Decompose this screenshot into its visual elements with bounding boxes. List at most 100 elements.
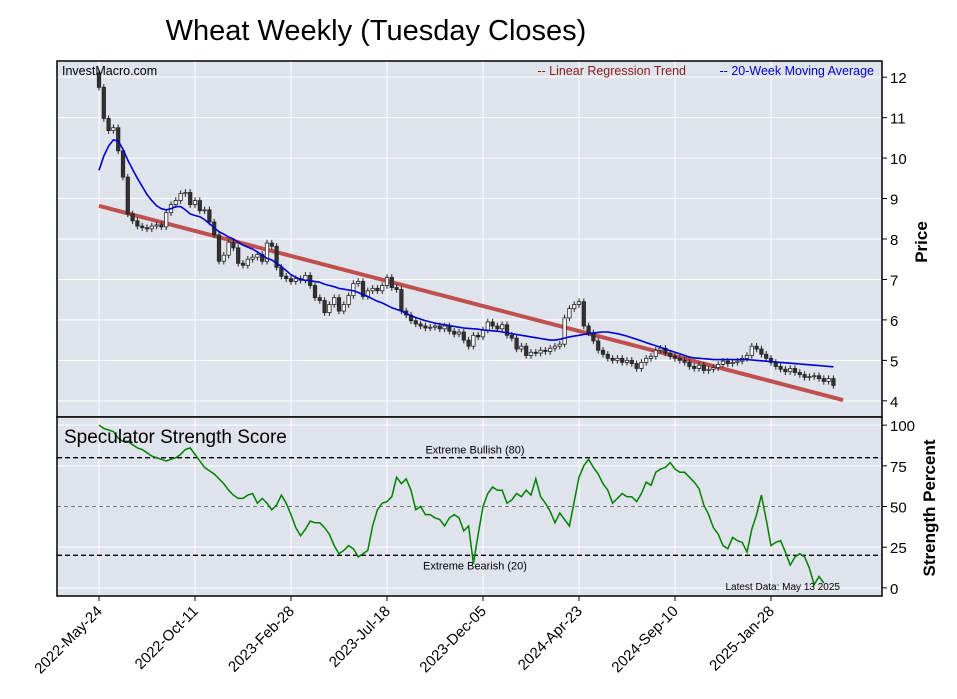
candle-body [466,339,471,347]
candle-body [711,367,716,370]
price-candle [164,209,169,231]
price-candle [620,355,625,366]
candle-body [548,347,553,352]
x-tick-label: 2023-Dec-05 [416,603,489,676]
x-tick-label: 2024-Sep-10 [608,603,681,676]
price-candle [778,363,783,373]
price-candle [269,239,274,250]
price-candle [274,243,279,271]
candle-body [178,193,183,201]
candle-body [634,363,639,369]
price-candle [240,260,246,269]
candle-body [725,360,730,365]
candle-body [183,192,188,195]
price-candle [264,239,270,265]
candle-body [284,275,289,280]
candle-body [591,332,596,342]
price-candle [250,253,255,263]
price-candle [284,272,289,282]
price-candle [101,84,106,122]
candle-body [668,352,673,357]
price-candle [519,342,524,353]
price-candle [456,328,462,338]
candle-body [96,72,102,88]
candle-body [413,320,418,325]
price-candle [596,337,601,354]
candle-body [754,345,759,350]
candle-body [423,325,428,329]
candle-body [826,378,831,382]
price-candle [706,366,711,374]
candle-body [485,321,490,331]
candle-body [226,241,231,256]
price-candle [461,328,466,344]
price-candle [236,244,241,267]
candle-body [557,343,562,347]
candle-body [677,357,682,361]
candle-body [490,321,495,327]
candle-body [231,241,236,249]
price-candle [197,197,202,214]
candle-body [600,349,606,355]
price-candle [802,371,807,381]
candle-body [792,368,798,373]
price-plot [96,69,844,402]
price-candle [336,294,342,315]
price-candle [476,332,481,341]
price-candle [466,336,471,350]
candle-body [524,345,529,356]
price-candle [116,124,121,155]
candle-body [221,254,226,262]
candle-body [552,345,558,349]
price-candle [380,282,385,295]
price-candle [754,342,759,353]
candle-body [509,334,514,339]
price-axis-label: Price [912,221,931,263]
price-y-axis: 4 5 6 7 8 9 10 11 12 [882,70,907,411]
price-candle [552,342,558,352]
price-candle [692,363,697,372]
candle-body [322,300,327,314]
candle-body [538,349,543,354]
price-candle [581,298,586,330]
price-candle [178,190,183,204]
price-candle [524,342,529,359]
candle-body [432,325,438,328]
candle-body [821,378,826,382]
candle-body [500,324,505,330]
price-candle [826,375,831,385]
candle-body [816,375,822,379]
price-candle [245,255,250,269]
candle-body [620,357,625,363]
price-candle [159,221,164,231]
candle-body [389,277,394,288]
price-candle [629,357,634,367]
price-y-tick-label: 7 [890,272,898,289]
candle-body [519,345,524,350]
price-candle [327,301,332,316]
price-candle [816,372,822,382]
candle-body [476,334,481,338]
candle-body [207,209,212,223]
candle-body [327,304,332,314]
strength-y-tick-label: 50 [890,500,907,517]
candle-body [351,283,356,297]
price-candle [792,365,798,376]
candle-body [682,359,687,363]
price-candle [644,355,649,366]
legend-moving-average: -- 20-Week Moving Average [720,64,875,78]
candle-body [216,234,222,262]
candle-body [528,351,534,356]
strength-y-tick-label: 0 [890,581,898,598]
candle-body [576,301,582,305]
price-candle [389,274,394,291]
price-candle [788,365,793,375]
candle-body [586,325,591,334]
x-tick-label: 2022-May-24 [31,603,106,678]
strength-y-tick-label: 75 [890,459,907,476]
candle-body [341,304,346,312]
candle-body [749,345,754,356]
price-candle [490,318,495,330]
candle-body [514,337,519,350]
